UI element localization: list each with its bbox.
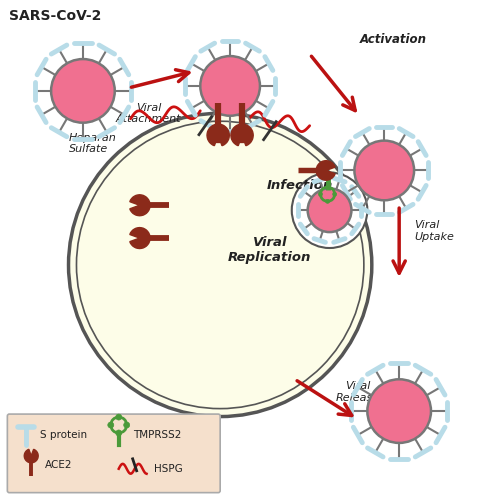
Circle shape [116,430,121,436]
Text: Activation: Activation [360,33,426,46]
Circle shape [200,56,260,116]
Circle shape [354,140,414,200]
Text: Heparan
Sulfate: Heparan Sulfate [69,132,117,154]
Circle shape [51,59,115,122]
Circle shape [116,414,121,420]
Text: Viral
Uptake: Viral Uptake [414,220,454,242]
FancyBboxPatch shape [8,414,220,492]
Circle shape [332,192,336,196]
Wedge shape [24,450,38,463]
Circle shape [292,172,368,248]
Text: SARS-CoV-2: SARS-CoV-2 [10,10,102,24]
Circle shape [326,200,330,203]
Wedge shape [130,195,150,216]
Wedge shape [130,228,150,248]
Text: Viral
Attachment: Viral Attachment [116,103,182,124]
Wedge shape [231,124,253,146]
Circle shape [308,188,352,232]
Circle shape [68,114,372,416]
Circle shape [124,422,130,428]
Text: S protein: S protein [40,430,88,440]
Text: Infection: Infection [266,179,333,192]
Wedge shape [207,124,230,146]
Text: ACE2: ACE2 [45,460,72,470]
Text: Viral
Release: Viral Release [336,382,380,403]
Wedge shape [316,160,335,180]
Text: TMPRSS2: TMPRSS2 [132,430,181,440]
Text: Viral
Replication: Viral Replication [228,236,312,264]
Circle shape [318,192,322,196]
Circle shape [368,380,431,443]
Circle shape [326,185,330,189]
Circle shape [108,422,114,428]
Text: HSPG: HSPG [154,464,182,474]
